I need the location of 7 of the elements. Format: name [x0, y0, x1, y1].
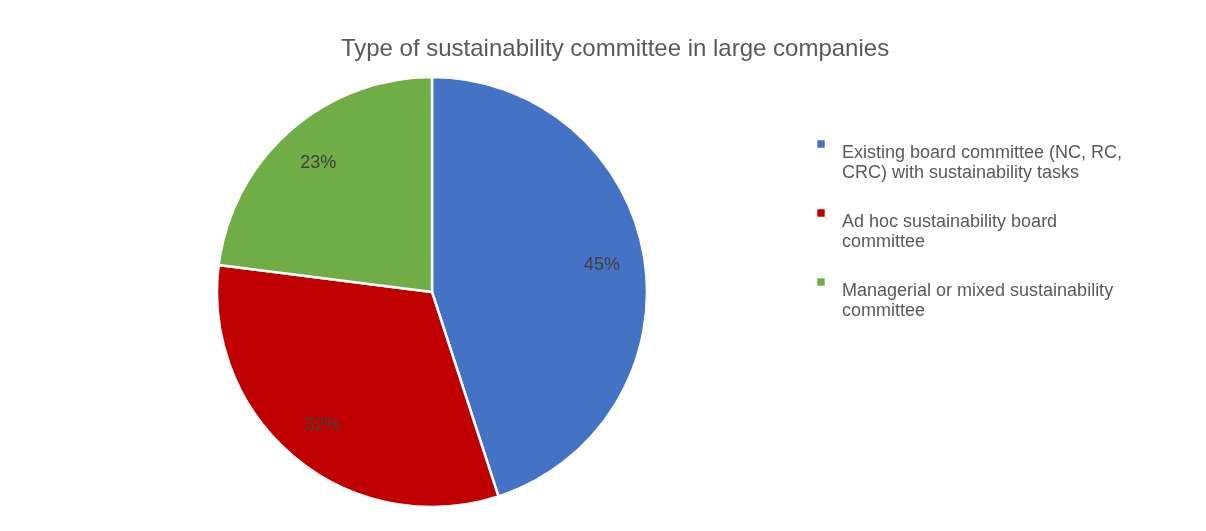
data-label: 45% [583, 254, 620, 275]
legend-label: Existing board committee (NC, RC, CRC) with sustainability tasks [842, 142, 1123, 182]
data-label: 23% [300, 151, 337, 172]
legend-label: Managerial or mixed sustainability committee [842, 280, 1114, 320]
legend-label: Ad hoc sustainability board committee [842, 211, 1058, 251]
chart-title: Type of sustainability committee in large companies [340, 34, 890, 61]
data-label: 32% [304, 413, 341, 434]
